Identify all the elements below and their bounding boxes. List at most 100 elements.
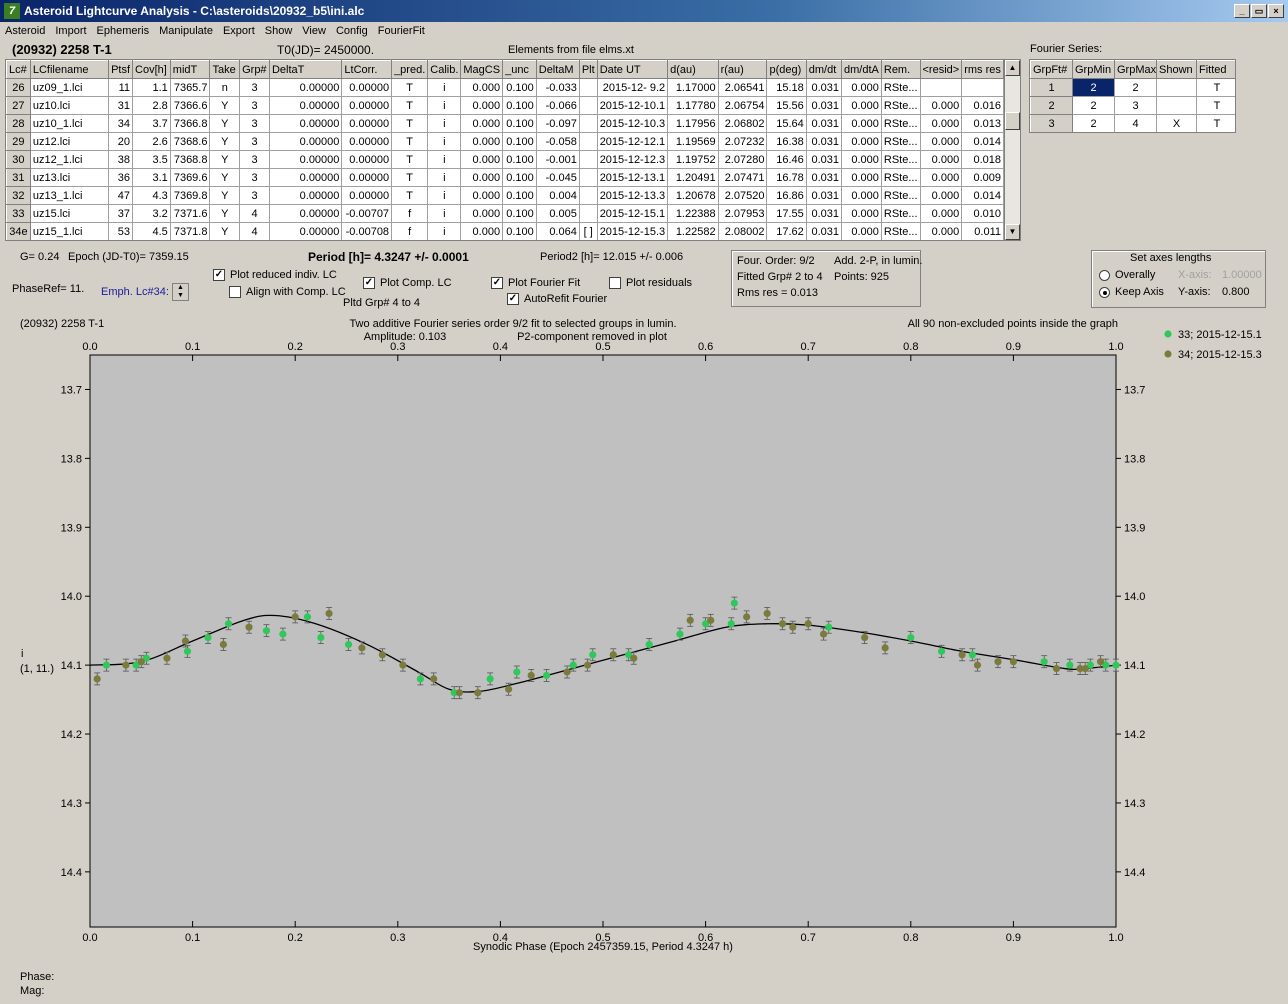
table-cell[interactable]: 0.014 [961,186,1004,205]
table-cell[interactable]: T [391,132,429,151]
table-cell[interactable]: 0.100 [502,114,537,133]
fourier-cell[interactable]: 2 [1072,78,1115,97]
table-cell[interactable]: 0.000 [919,96,963,115]
table-cell[interactable]: 0.100 [502,186,537,205]
table-cell[interactable]: 16.46 [766,150,807,169]
table-cell[interactable]: 2.8 [132,96,171,115]
column-header[interactable]: Calib. [427,60,462,79]
table-cell[interactable]: 0.00000 [268,222,343,240]
table-cell[interactable]: T [391,96,429,115]
fourier-column-header[interactable]: GrpFt# [1030,60,1073,79]
emph-spinner[interactable]: ▲ ▼ [172,283,189,301]
table-cell[interactable]: i [427,132,462,151]
table-cell[interactable]: 7369.8 [169,186,211,205]
table-cell[interactable]: 0.014 [961,132,1004,151]
table-cell[interactable]: uz12_1.lci [29,150,110,169]
table-cell[interactable]: 1.20678 [667,186,719,205]
table-cell[interactable]: T [391,150,429,169]
table-cell[interactable]: 0.00000 [341,78,393,97]
column-header[interactable]: midT [169,60,211,79]
table-cell[interactable]: 1.22582 [667,222,719,240]
table-cell[interactable]: 0.00000 [268,186,343,205]
table-cell[interactable]: 0.000 [460,96,504,115]
table-cell[interactable]: 2.07520 [717,186,768,205]
table-cell[interactable]: -0.00708 [341,222,393,240]
table-cell[interactable]: RSte... [880,114,921,133]
fourier-column-header[interactable]: GrpMax [1114,60,1157,79]
align-comp-checkbox[interactable]: Align with Comp. LC [229,286,346,298]
table-cell[interactable]: Y [209,186,241,205]
column-header[interactable]: Grp# [239,60,270,79]
table-cell[interactable]: 3.5 [132,150,171,169]
table-cell[interactable]: uz12.lci [29,132,110,151]
table-cell[interactable]: f [391,204,429,223]
table-cell[interactable] [578,114,598,133]
table-cell[interactable]: 20 [108,132,134,151]
table-cell[interactable]: 0.00000 [268,78,343,97]
table-cell[interactable]: 2015-12-10.1 [596,96,669,115]
table-cell[interactable]: [ ] [578,222,598,240]
table-cell[interactable]: 2015-12-13.1 [596,168,669,187]
table-row[interactable]: 28 uz10_1.lci 34 3.7 7366.8 Y 3 0.00000 0.00000 T… [6,114,1004,133]
table-cell[interactable]: 0.000 [460,150,504,169]
table-cell[interactable] [578,204,598,223]
table-cell[interactable]: 0.000 [460,78,504,97]
table-cell[interactable]: 16.86 [766,186,807,205]
table-cell[interactable]: RSte... [880,96,921,115]
table-cell[interactable]: 0.009 [961,168,1004,187]
table-cell[interactable]: 2.07232 [717,132,768,151]
table-cell[interactable]: 7369.6 [169,168,211,187]
table-cell[interactable] [578,96,598,115]
table-cell[interactable]: uz15_1.lci [29,222,110,240]
table-cell[interactable]: Y [209,168,241,187]
table-cell[interactable]: 0.000 [919,168,963,187]
table-cell[interactable]: 0.005 [535,204,580,223]
fourier-cell[interactable]: T [1196,114,1235,132]
menu-view[interactable]: View [302,25,326,37]
table-cell[interactable]: 0.00000 [341,96,393,115]
column-header[interactable]: MagCS [460,60,504,79]
table-cell[interactable]: RSte... [880,204,921,223]
menu-asteroid[interactable]: Asteroid [5,25,46,37]
table-cell[interactable]: 0.000 [460,132,504,151]
table-cell[interactable]: 4 [239,204,270,223]
table-cell[interactable]: Y [209,150,241,169]
table-cell[interactable]: 3.1 [132,168,171,187]
row-header[interactable]: 33 [6,204,31,223]
table-cell[interactable]: 0.000 [919,114,963,133]
table-cell[interactable]: 2015-12- 9.2 [596,78,669,97]
table-cell[interactable]: 17.62 [766,222,807,240]
table-row[interactable]: 32 uz13_1.lci 47 4.3 7369.8 Y 3 0.00000 0.00000 T… [6,186,1004,205]
table-cell[interactable]: 3 [239,186,270,205]
table-cell[interactable]: 2015-12-13.3 [596,186,669,205]
table-cell[interactable]: uz09_1.lci [29,78,110,97]
table-cell[interactable]: 0.013 [961,114,1004,133]
row-header[interactable]: 31 [6,168,31,187]
table-cell[interactable]: 0.000 [841,132,882,151]
table-cell[interactable]: 0.031 [805,132,843,151]
table-cell[interactable]: 7371.8 [169,222,211,240]
table-cell[interactable]: 2015-12-15.3 [596,222,669,240]
menu-ephemeris[interactable]: Ephemeris [96,25,150,37]
table-cell[interactable] [578,168,598,187]
table-cell[interactable]: 0.00000 [341,186,393,205]
column-header[interactable]: Ptsf [108,60,134,79]
table-cell[interactable]: 1.19569 [667,132,719,151]
column-header[interactable]: Lc# [6,60,31,79]
table-cell[interactable]: 0.000 [841,114,882,133]
table-cell[interactable]: 0.000 [460,186,504,205]
table-cell[interactable]: T [391,186,429,205]
table-cell[interactable]: 15.18 [766,78,807,97]
table-cell[interactable]: RSte... [880,222,921,240]
table-cell[interactable]: n [209,78,241,97]
table-cell[interactable]: 2015-12-12.3 [596,150,669,169]
table-cell[interactable]: 2015-12-12.1 [596,132,669,151]
table-cell[interactable]: 4.3 [132,186,171,205]
table-cell[interactable]: 0.100 [502,96,537,115]
row-header[interactable]: 26 [6,78,31,97]
row-header[interactable]: 29 [6,132,31,151]
table-cell[interactable]: -0.066 [535,96,580,115]
